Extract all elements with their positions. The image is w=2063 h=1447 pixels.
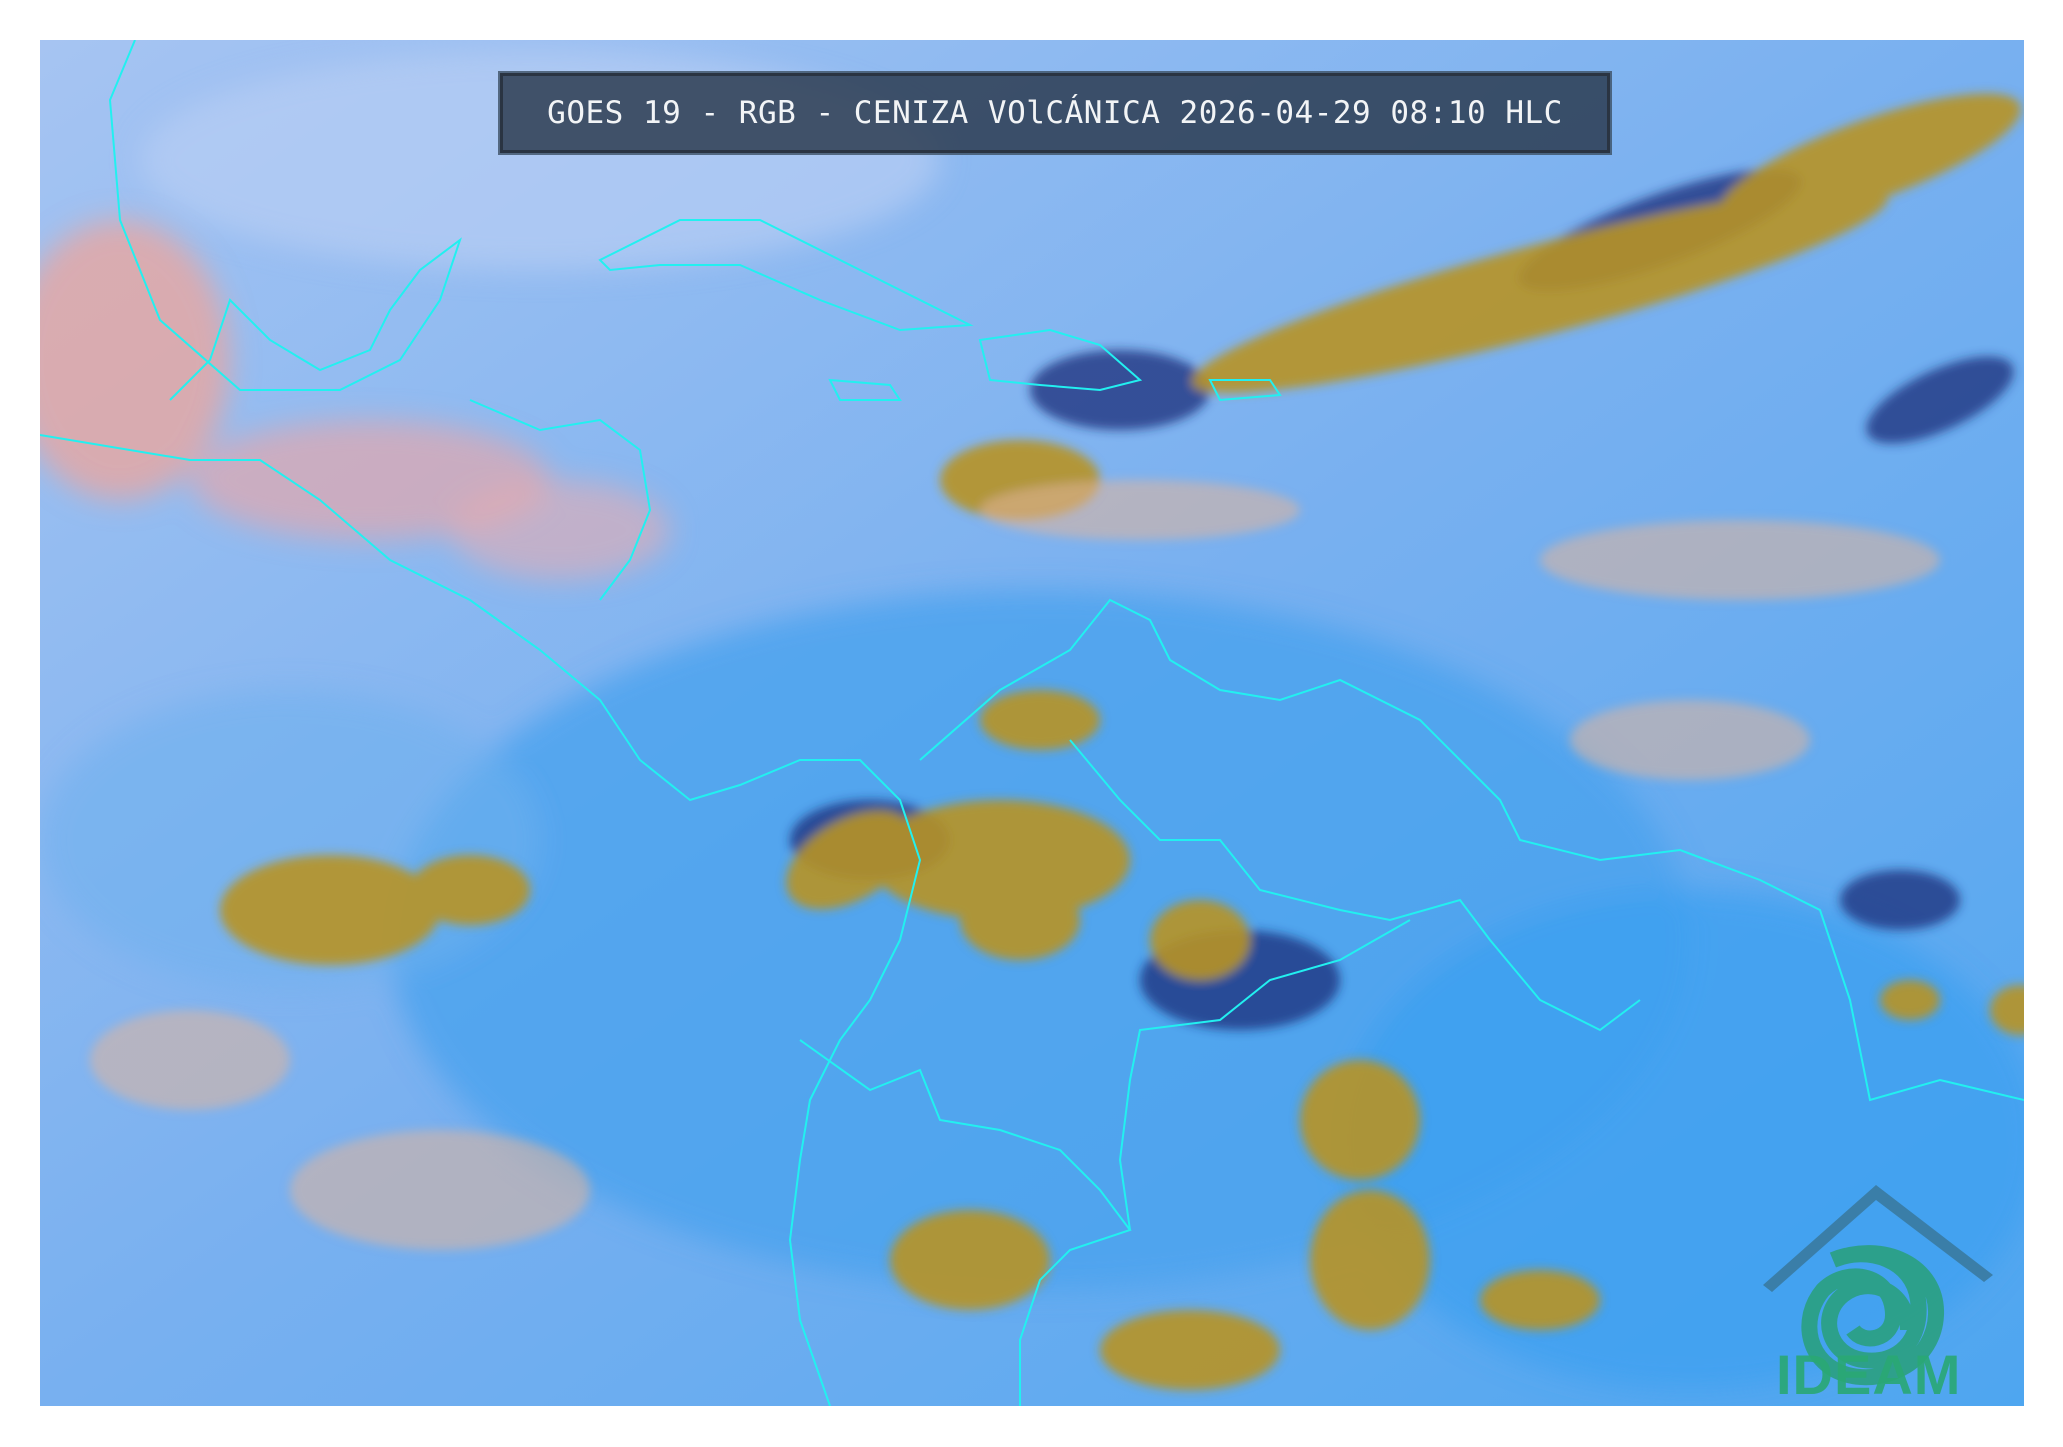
satellite-image (40, 40, 2024, 1406)
dust-regions (40, 220, 670, 580)
ideam-logo-icon (1763, 1185, 1993, 1386)
title-banner: GOES 19 - RGB - CENIZA VOlCÁNICA 2026-04… (498, 71, 1612, 155)
satellite-rgb-ash-composite (40, 40, 2024, 1406)
image-title: GOES 19 - RGB - CENIZA VOlCÁNICA 2026-04… (547, 95, 1563, 131)
ideam-logo-text: IDEAM (1776, 1343, 1962, 1406)
coastlines-and-borders (40, 40, 2024, 1406)
high-clouds (90, 93, 2024, 1390)
